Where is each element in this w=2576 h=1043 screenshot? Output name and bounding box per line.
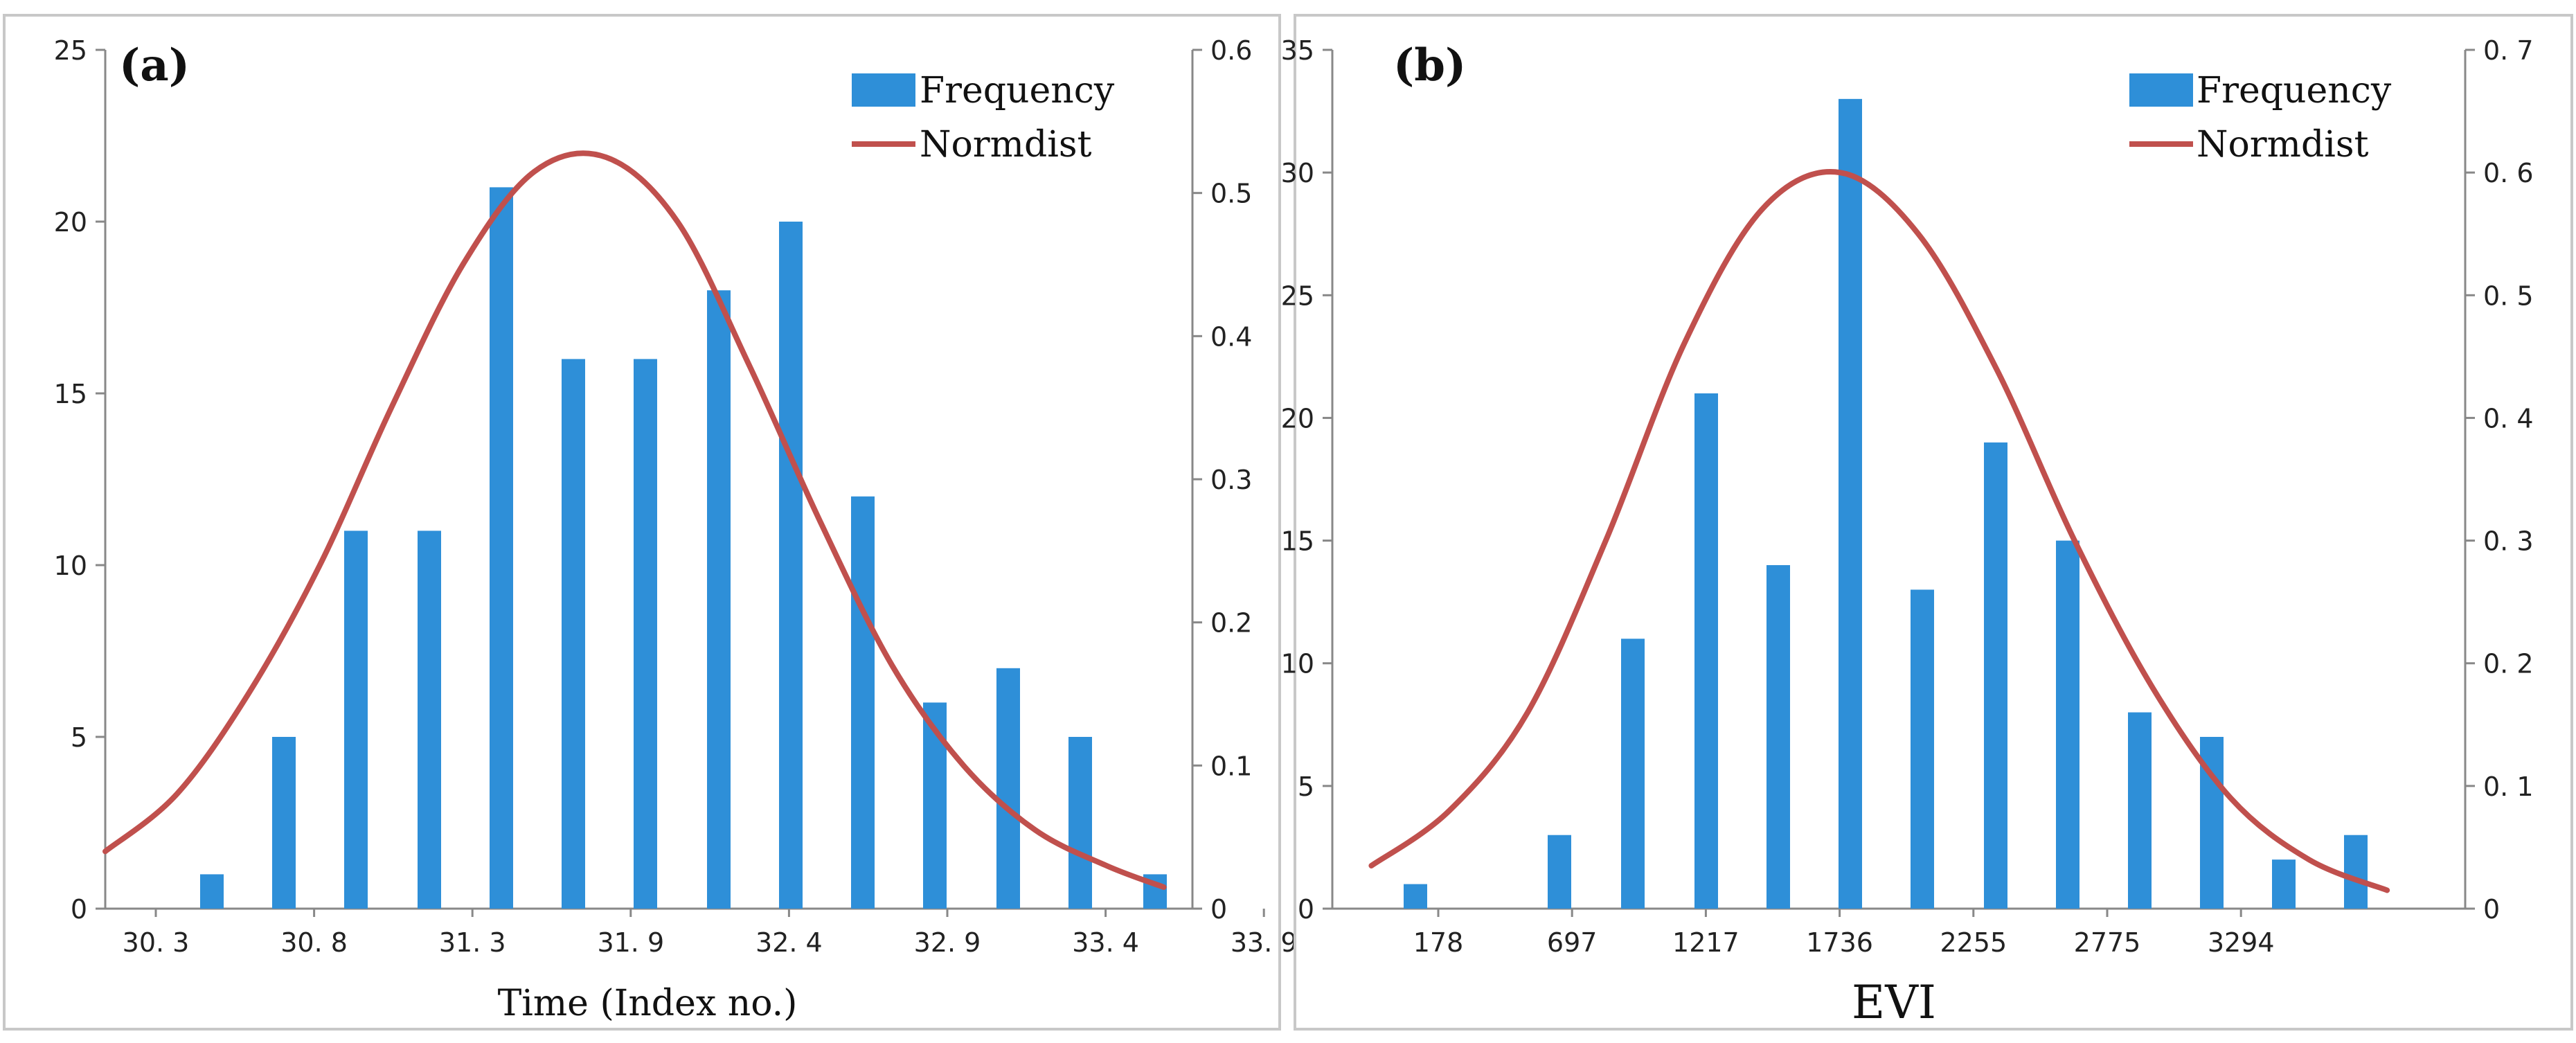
x-tick-label: 30. 3: [123, 927, 190, 958]
frequency-bar: [1911, 589, 1934, 909]
panel-b-legend-normdist-label: Normdist: [2197, 124, 2369, 166]
frequency-bar: [707, 290, 731, 909]
x-tick-label: 2255: [1940, 927, 2007, 958]
panel-a-curve: [102, 150, 1167, 890]
frequency-bar: [272, 737, 296, 909]
right-y-tick-label: 0.4: [1210, 321, 1252, 352]
panel-b-curve: [1368, 169, 2390, 893]
normdist-curve: [1368, 169, 2390, 893]
panel-b-legend: Frequency Normdist: [2129, 70, 2392, 166]
normdist-curve: [102, 150, 1167, 890]
left-y-tick-label: 15: [1281, 526, 1314, 557]
x-tick-label: 2775: [2074, 927, 2141, 958]
panel-a-legend-frequency-swatch: [852, 73, 915, 107]
frequency-bar: [2344, 835, 2368, 909]
left-y-tick-label: 10: [54, 551, 87, 581]
right-y-tick-label: 0. 6: [2483, 158, 2534, 188]
x-tick-label: 33. 9: [1231, 927, 1298, 958]
frequency-bar: [562, 359, 585, 909]
right-y-tick-label: 0. 5: [2483, 280, 2534, 311]
frequency-bar: [2128, 712, 2152, 909]
panel-a-bars: [200, 187, 1167, 909]
right-y-tick-label: 0. 3: [2483, 526, 2534, 557]
panel-b-x-axis-title: EVI: [1852, 976, 1936, 1029]
panel-b-tick-labels: 0 5 10 15 20 25 30 35 0 0. 1 0. 2 0. 3 0. 4 0. 5 0. 6 0…: [1281, 35, 2534, 958]
frequency-bar: [634, 359, 657, 909]
right-y-tick-label: 0.6: [1210, 35, 1252, 66]
frequency-bar: [2272, 859, 2296, 909]
panel-a-chart: 0 5 10 15 20 25 0 0.1 0.2 0.3 0.4 0.5 0.6 30. 3 30. 8 3…: [3, 14, 1298, 1031]
left-y-tick-label: 25: [1281, 280, 1314, 311]
right-y-tick-label: 0.2: [1210, 608, 1252, 639]
frequency-bar: [996, 668, 1020, 909]
x-tick-label: 32. 4: [755, 927, 823, 958]
panel-a-legend-normdist-label: Normdist: [920, 124, 1092, 166]
left-y-tick-label: 25: [54, 35, 87, 66]
right-y-tick-label: 0: [2483, 894, 2500, 925]
right-y-tick-label: 0. 7: [2483, 35, 2534, 66]
x-tick-label: 1217: [1672, 927, 1739, 958]
panel-a-legend: Frequency Normdist: [852, 70, 1115, 166]
x-tick-label: 3294: [2208, 927, 2275, 958]
frequency-bar: [344, 531, 368, 909]
frequency-bar: [1984, 442, 2007, 909]
left-y-tick-label: 0: [71, 894, 87, 925]
frequency-bar: [1548, 835, 1571, 909]
frequency-bar: [200, 874, 224, 909]
left-y-tick-label: 20: [1281, 403, 1314, 434]
left-y-tick-label: 5: [71, 722, 87, 753]
left-y-tick-label: 0: [1298, 894, 1314, 925]
frequency-bar: [490, 187, 513, 909]
panel-b-label: (b): [1393, 39, 1466, 91]
panel-b-chart: 0 5 10 15 20 25 30 35 0 0. 1 0. 2 0. 3 0. 4 0. 5 0. 6 0…: [1281, 14, 2573, 1031]
left-y-tick-label: 35: [1281, 35, 1314, 66]
x-tick-label: 1736: [1806, 927, 1873, 958]
frequency-bar: [1766, 565, 1790, 909]
left-y-tick-label: 15: [54, 379, 87, 409]
right-y-tick-label: 0.5: [1210, 179, 1252, 209]
right-y-tick-label: 0. 1: [2483, 772, 2534, 802]
x-tick-label: 32. 9: [914, 927, 981, 958]
left-y-tick-label: 30: [1281, 158, 1314, 188]
panel-b-legend-frequency-swatch: [2129, 73, 2193, 107]
panel-b-frame: [1294, 14, 2573, 1031]
frequency-bar: [779, 222, 803, 909]
x-tick-label: 178: [1413, 927, 1464, 958]
panel-a-label: (a): [119, 39, 190, 91]
right-y-tick-label: 0. 2: [2483, 649, 2534, 679]
left-y-tick-label: 10: [1281, 649, 1314, 679]
left-y-tick-label: 20: [54, 207, 87, 238]
panel-a-legend-frequency-label: Frequency: [920, 70, 1115, 112]
right-y-tick-label: 0. 4: [2483, 403, 2534, 434]
left-y-tick-label: 5: [1298, 772, 1314, 802]
frequency-bar: [1694, 393, 1718, 909]
frequency-bar: [1404, 884, 1427, 909]
panel-b-legend-frequency-label: Frequency: [2197, 70, 2392, 112]
x-tick-label: 31. 3: [439, 927, 506, 958]
frequency-bar: [1068, 737, 1092, 909]
panel-a-frame: [3, 14, 1281, 1031]
x-tick-label: 697: [1547, 927, 1598, 958]
right-y-tick-label: 0: [1210, 894, 1227, 925]
frequency-bar: [1839, 98, 1862, 909]
right-y-tick-label: 0.1: [1210, 751, 1252, 781]
right-y-tick-label: 0.3: [1210, 465, 1252, 495]
panel-a-tick-labels: 0 5 10 15 20 25 0 0.1 0.2 0.3 0.4 0.5 0.6 30. 3 30. 8 3…: [54, 35, 1298, 958]
frequency-bar: [1621, 639, 1645, 909]
frequency-bar: [851, 496, 875, 909]
x-tick-label: 33. 4: [1072, 927, 1139, 958]
x-tick-label: 31. 9: [597, 927, 664, 958]
x-tick-label: 30. 8: [280, 927, 348, 958]
frequency-bar: [2056, 540, 2079, 909]
frequency-bar: [418, 531, 441, 909]
panel-a-x-axis-title: Time (Index no.): [498, 983, 798, 1024]
